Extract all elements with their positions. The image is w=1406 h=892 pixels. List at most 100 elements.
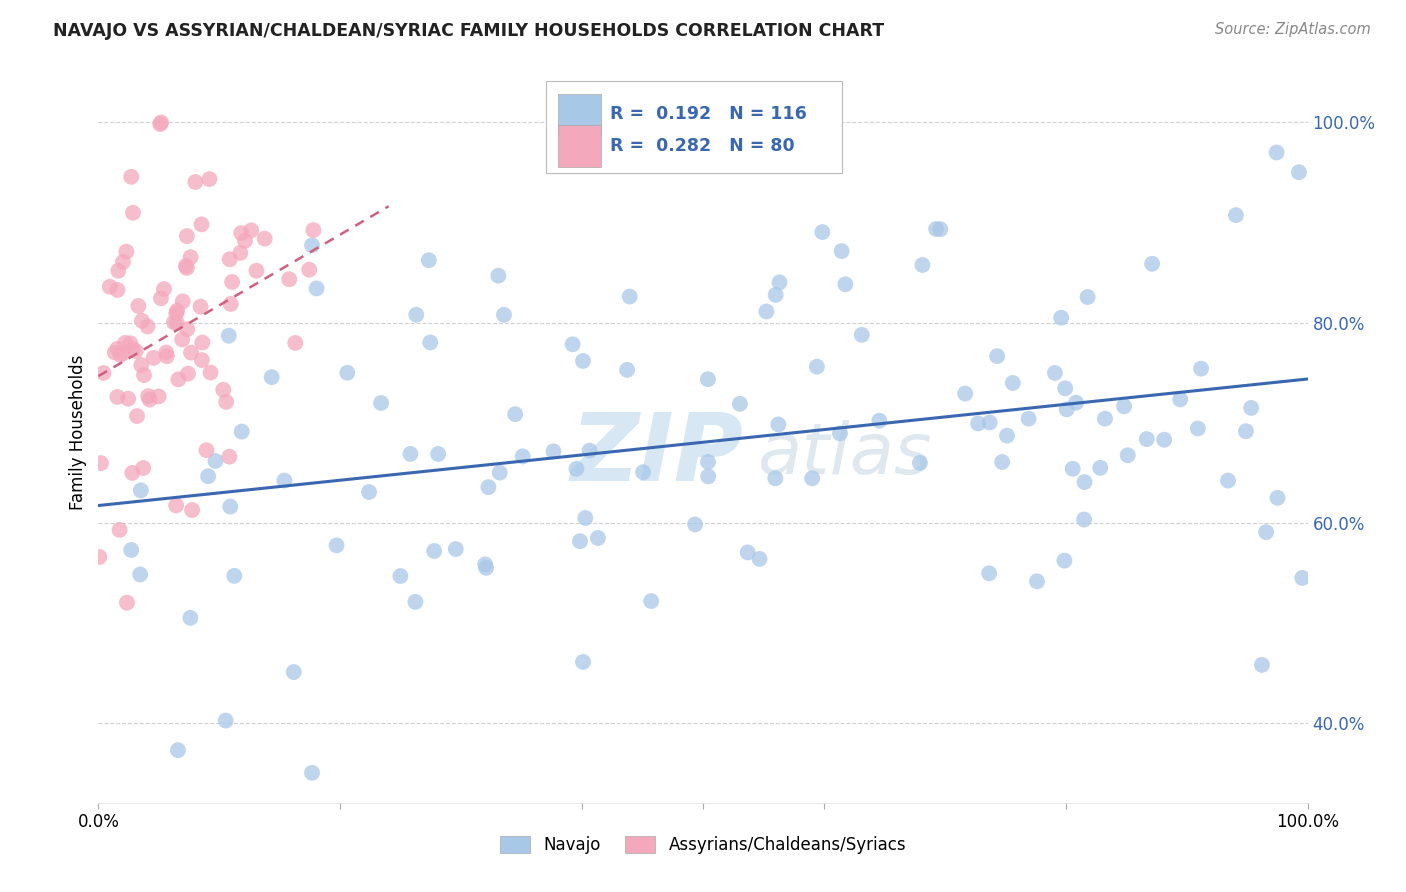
Point — [1026, 574, 1049, 589]
Point — [477, 480, 499, 494]
Point — [423, 544, 446, 558]
Point — [167, 372, 190, 386]
Point — [129, 483, 152, 498]
Point — [967, 417, 990, 431]
Point — [260, 370, 283, 384]
Point — [90, 456, 112, 470]
Point — [357, 485, 380, 500]
Text: atlas: atlas — [758, 420, 932, 490]
Point — [98, 279, 121, 293]
Point — [148, 389, 170, 403]
Point — [204, 454, 226, 468]
Point — [121, 342, 143, 356]
Point — [284, 335, 307, 350]
Point — [929, 222, 952, 236]
Point — [1140, 257, 1163, 271]
Point — [991, 455, 1014, 469]
Text: ZIP: ZIP — [569, 409, 742, 500]
Point — [149, 291, 172, 305]
Point — [405, 308, 427, 322]
Point — [831, 244, 853, 258]
FancyBboxPatch shape — [558, 94, 602, 136]
Point — [180, 345, 202, 359]
Point — [1112, 399, 1135, 413]
Point — [219, 500, 242, 514]
Point — [486, 268, 509, 283]
Point — [172, 294, 194, 309]
Point — [572, 655, 595, 669]
Point — [120, 169, 142, 184]
Point — [120, 336, 142, 351]
Point — [198, 172, 221, 186]
Point — [427, 447, 450, 461]
Point — [399, 447, 422, 461]
Point — [572, 354, 595, 368]
Point — [474, 558, 496, 572]
Point — [125, 344, 148, 359]
Point — [129, 567, 152, 582]
Point — [492, 308, 515, 322]
Point — [1216, 474, 1239, 488]
Point — [117, 392, 139, 406]
Point — [616, 363, 638, 377]
Point — [115, 244, 138, 259]
Point — [111, 346, 134, 360]
Point — [1256, 525, 1278, 540]
Point — [1153, 433, 1175, 447]
Point — [298, 262, 321, 277]
Point — [224, 569, 246, 583]
Point — [811, 225, 834, 239]
Point — [176, 260, 198, 275]
Point — [1225, 208, 1247, 222]
Text: R =  0.282   N = 80: R = 0.282 N = 80 — [610, 137, 794, 155]
Point — [89, 549, 111, 564]
Point — [631, 465, 654, 479]
Point — [389, 569, 412, 583]
Point — [1073, 475, 1095, 489]
Point — [911, 258, 934, 272]
Point — [278, 272, 301, 286]
Point — [574, 511, 596, 525]
Point — [197, 469, 219, 483]
Point — [503, 407, 526, 421]
Point — [120, 543, 142, 558]
Point — [1001, 376, 1024, 390]
Point — [122, 206, 145, 220]
Point — [336, 366, 359, 380]
Point — [114, 335, 136, 350]
Legend: Navajo, Assyrians/Chaldeans/Syriacs: Navajo, Assyrians/Chaldeans/Syriacs — [494, 830, 912, 861]
Point — [153, 282, 176, 296]
Point — [1189, 361, 1212, 376]
Point — [578, 443, 600, 458]
Point — [142, 351, 165, 365]
Point — [176, 229, 198, 244]
Point — [1291, 571, 1313, 585]
Point — [1050, 310, 1073, 325]
Point — [305, 281, 328, 295]
Point — [1267, 491, 1289, 505]
Point — [215, 395, 238, 409]
Point — [174, 259, 197, 273]
Point — [1064, 395, 1087, 409]
Point — [763, 471, 786, 485]
Point — [191, 353, 214, 368]
Point — [301, 238, 323, 252]
Point — [925, 222, 948, 236]
Point — [231, 226, 253, 240]
Point — [543, 444, 565, 458]
Point — [565, 462, 588, 476]
Point — [640, 594, 662, 608]
Point — [155, 345, 177, 359]
Point — [132, 461, 155, 475]
Point — [121, 466, 143, 480]
Point — [212, 383, 235, 397]
Point — [166, 303, 188, 318]
Point — [1090, 460, 1112, 475]
Point — [301, 765, 323, 780]
Point — [180, 250, 202, 264]
Point — [253, 232, 276, 246]
Point — [302, 223, 325, 237]
Point — [149, 117, 172, 131]
Point — [1056, 402, 1078, 417]
Point — [172, 333, 194, 347]
